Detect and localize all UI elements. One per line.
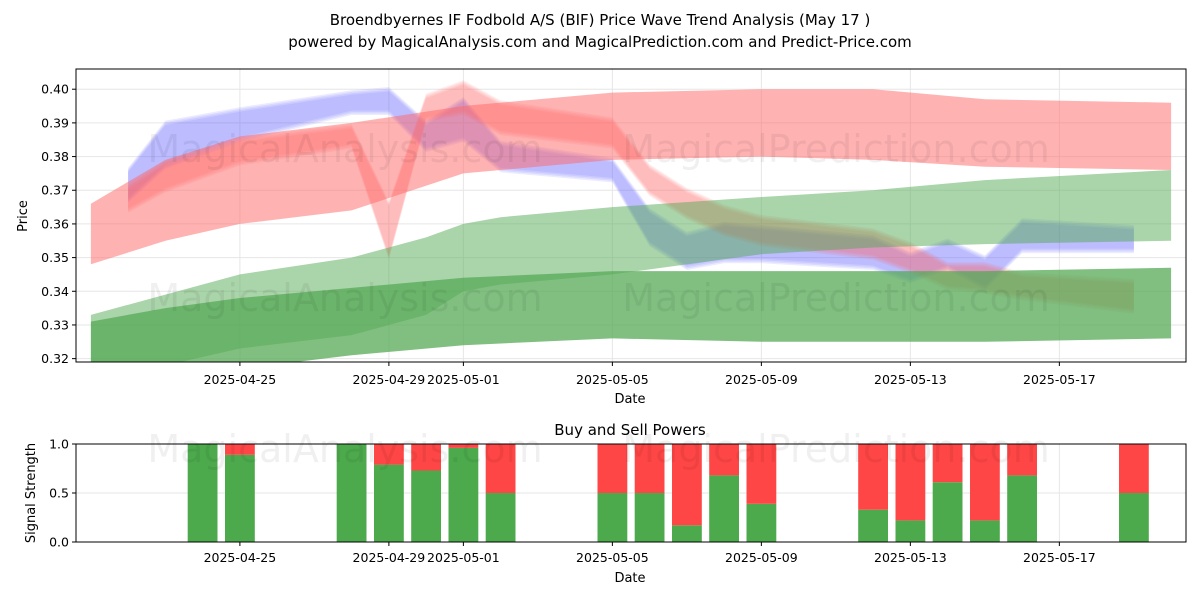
signal-y-tick-label: 0.5	[49, 486, 69, 501]
buy-bar	[895, 520, 926, 542]
price-band-blue-0	[128, 88, 1134, 289]
signal-x-axis-label: Date	[614, 571, 645, 586]
signal-x-ticks: 2025-04-25 2025-04-29 2025-05-01 2025-05-05…	[204, 542, 1096, 565]
buy-bar	[336, 444, 367, 542]
price-y-tick-label: 0.38	[41, 149, 69, 164]
price-y-tick-label: 0.39	[41, 115, 69, 130]
price-y-tick-label: 0.34	[41, 284, 69, 299]
price-x-tick-label: 2025-05-17	[1023, 372, 1096, 387]
price-band-red-1	[128, 83, 1134, 311]
price-x-ticks: 2025-04-25 2025-04-29 2025-05-01 2025-05-05…	[204, 362, 1096, 387]
price-band-blue-0	[128, 91, 1134, 286]
price-y-axis-label: Price	[16, 200, 31, 232]
chart-title-line1: Broendbyernes IF Fodbold A/S (BIF) Price…	[330, 11, 871, 29]
sell-bar	[1119, 444, 1149, 493]
sell-bar	[709, 444, 739, 476]
signal-y-axis-label: Signal Strength	[24, 443, 39, 543]
signal-x-tick-label: 2025-05-09	[725, 550, 798, 565]
price-axes-frame	[75, 68, 1187, 363]
watermark-analysis-top: MagicalAnalysis.com	[147, 127, 542, 171]
buy-bar	[1007, 475, 1037, 542]
buy-bar	[746, 503, 777, 542]
buy-bar	[187, 444, 218, 542]
price-band-red-1	[128, 80, 1134, 314]
sell-bar	[448, 444, 479, 448]
price-panel: MagicalAnalysis.com MagicalPrediction.co…	[16, 68, 1187, 407]
sell-bar	[597, 444, 628, 493]
chart-title-line2: powered by MagicalAnalysis.com and Magic…	[288, 33, 912, 51]
watermark-prediction-mid: MagicalPrediction.com	[622, 276, 1050, 320]
sell-bar	[374, 444, 404, 465]
sell-bar	[634, 444, 665, 493]
signal-panel-title: Buy and Sell Powers	[554, 421, 706, 439]
buy-bar	[858, 509, 888, 542]
buy-bar	[597, 493, 628, 542]
sell-bar	[932, 444, 963, 483]
sell-bar	[970, 444, 1000, 521]
buy-bar	[1119, 493, 1149, 542]
signal-x-tick-label: 2025-05-13	[874, 550, 947, 565]
price-y-tick-label: 0.37	[41, 183, 69, 198]
signal-bars	[187, 444, 1149, 542]
signal-y-tick-label: 1.0	[49, 437, 69, 452]
signal-x-tick-label: 2025-04-25	[204, 550, 277, 565]
buy-bar	[225, 454, 255, 542]
signal-x-tick-label: 2025-05-01	[427, 550, 500, 565]
buy-bar	[411, 470, 441, 542]
price-x-tick-label: 2025-04-25	[204, 372, 277, 387]
price-band-red-1	[128, 84, 1134, 310]
price-y-tick-label: 0.36	[41, 216, 69, 231]
buy-bar	[374, 464, 404, 542]
sell-bar	[225, 444, 255, 455]
buy-bar	[634, 493, 665, 542]
buy-bar	[672, 525, 702, 542]
sell-bar	[895, 444, 926, 521]
price-band-group	[90, 80, 1172, 362]
price-band-blue-0	[128, 90, 1134, 288]
price-x-tick-label: 2025-05-13	[874, 372, 947, 387]
sell-bar	[746, 444, 777, 504]
price-x-tick-label: 2025-04-29	[353, 372, 426, 387]
signal-x-tick-label: 2025-05-05	[576, 550, 649, 565]
price-band-red-1	[128, 81, 1134, 313]
price-x-tick-label: 2025-05-09	[725, 372, 798, 387]
sell-bar	[858, 444, 888, 510]
price-y-ticks: 0.32 0.33 0.34 0.35 0.36 0.37 0.38 0.39 0.40	[41, 82, 76, 366]
buy-bar	[485, 493, 516, 542]
signal-y-tick-label: 0.0	[49, 535, 69, 550]
price-x-tick-label: 2025-05-05	[576, 372, 649, 387]
buy-bar	[970, 520, 1000, 542]
price-x-axis-label: Date	[614, 392, 645, 407]
sell-bar	[1007, 444, 1037, 476]
signal-x-tick-label: 2025-04-29	[353, 550, 426, 565]
watermark-prediction-bottom: MagicalPrediction.com	[622, 427, 1050, 471]
price-band-green-4	[90, 267, 1172, 362]
price-y-tick-label: 0.40	[41, 82, 69, 97]
buy-bar	[932, 482, 963, 542]
sell-bar	[485, 444, 516, 493]
watermark-analysis-bottom: MagicalAnalysis.com	[147, 427, 542, 471]
sell-bar	[411, 444, 441, 471]
buy-bar	[448, 447, 479, 542]
signal-x-tick-label: 2025-05-17	[1023, 550, 1096, 565]
price-x-tick-label: 2025-05-01	[427, 372, 500, 387]
price-y-tick-label: 0.33	[41, 317, 69, 332]
watermark-analysis-mid: MagicalAnalysis.com	[147, 276, 542, 320]
watermark-prediction-top: MagicalPrediction.com	[622, 127, 1050, 171]
signal-y-ticks: 0.0 0.5 1.0	[49, 437, 76, 550]
price-y-tick-label: 0.35	[41, 250, 69, 265]
price-y-tick-label: 0.32	[41, 351, 69, 366]
sell-bar	[672, 444, 702, 526]
price-band-red-2	[90, 89, 1172, 265]
signal-panel: Buy and Sell Powers MagicalAnalysis.com …	[24, 421, 1187, 586]
price-bands	[90, 80, 1172, 362]
buy-bar	[709, 475, 739, 542]
